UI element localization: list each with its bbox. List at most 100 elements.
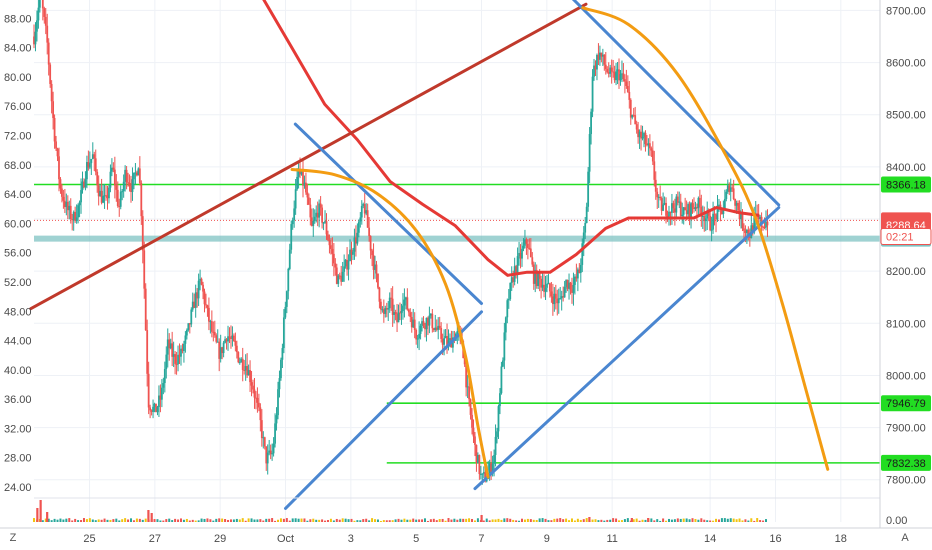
volume-bar [441, 518, 444, 522]
candle-body [197, 280, 200, 299]
candle-body [703, 215, 706, 222]
candle-body [137, 168, 140, 176]
volume-bar [497, 518, 500, 522]
candle-body [669, 211, 672, 213]
candle-body [368, 227, 371, 237]
candle-body [550, 291, 553, 297]
volume-bar [726, 518, 729, 522]
volume-bar [224, 519, 227, 522]
volume-bar [80, 520, 83, 522]
volume-bar [112, 519, 115, 522]
volume-bar [615, 518, 618, 522]
candle-body [46, 25, 49, 43]
volume-bar [612, 518, 615, 522]
candle-body [124, 169, 127, 182]
volume-bar [394, 519, 397, 522]
candle-body [521, 248, 523, 259]
candle-body [340, 275, 343, 282]
candle-body [247, 370, 250, 376]
candle-body [349, 249, 351, 262]
left-tick-label: 48.00 [4, 306, 32, 318]
time-tick-label: 14 [704, 533, 716, 545]
candle-body [53, 117, 56, 142]
candle-body [559, 298, 562, 300]
candle-body [507, 299, 510, 301]
candle-body [147, 373, 150, 408]
candle-body [621, 73, 623, 75]
candle-body [481, 473, 484, 475]
volume-bar [397, 518, 400, 522]
volume-bar [215, 518, 218, 522]
candle-body [538, 272, 541, 279]
candle-body [534, 269, 537, 284]
volume-bar [512, 519, 515, 522]
grid [34, 0, 880, 522]
candle-body [725, 191, 728, 199]
candle-body [319, 203, 322, 208]
volume-bar [165, 519, 168, 522]
candle-body [444, 336, 447, 339]
volume-spike [588, 517, 591, 522]
candle-body [543, 284, 545, 292]
candle-body [277, 389, 279, 416]
volume-spike [150, 513, 153, 522]
volume-bar [650, 518, 653, 522]
candle-body [111, 167, 113, 172]
candle-body [432, 328, 435, 331]
candle-body [375, 264, 378, 274]
candle-body [183, 343, 185, 351]
candle-body [613, 72, 616, 81]
volume-bar [282, 518, 285, 522]
drawings[interactable] [29, 0, 830, 510]
candle-body [518, 252, 520, 257]
volume-bar [685, 518, 688, 522]
volume-bar [232, 519, 235, 522]
candle-body [315, 212, 318, 217]
candle-body [377, 273, 379, 288]
candle-body [650, 148, 653, 151]
candle-body [224, 339, 226, 343]
volume-bar [77, 520, 80, 522]
candle-body [156, 407, 159, 413]
candle-body [648, 143, 651, 149]
volume-bar [535, 519, 538, 522]
candle-body [84, 179, 87, 188]
candle-body [256, 397, 259, 403]
volume-bar [103, 518, 106, 522]
volume-spike [39, 500, 42, 522]
volume-bar [597, 520, 600, 522]
candle-body [565, 280, 567, 287]
candle-body [250, 382, 253, 386]
volume-bar [250, 518, 253, 522]
candle-body [365, 210, 368, 214]
candle-body [331, 248, 334, 254]
timezone-button[interactable]: Z [9, 532, 17, 544]
candle-body [691, 203, 694, 208]
candle-body [574, 276, 576, 285]
candle-body [127, 182, 129, 184]
candle-body [640, 131, 642, 139]
auto-scale-button[interactable]: A [901, 532, 909, 544]
candle-body [303, 182, 306, 186]
volume-bar [50, 520, 53, 522]
candle-body [188, 323, 191, 325]
volume-bar [753, 520, 756, 522]
price-tag-bg [880, 227, 932, 245]
volume-bar [400, 519, 403, 522]
candle-body [541, 284, 544, 288]
right-tick-label: 8000.00 [886, 370, 926, 382]
volume-pane [33, 497, 880, 522]
candle-body [528, 247, 531, 249]
volume-bar [676, 518, 679, 522]
candle-body [199, 278, 201, 281]
volume-bar [585, 518, 588, 522]
candle-body [168, 339, 171, 349]
candle-body [352, 251, 354, 255]
volume-bar [135, 518, 138, 522]
candle-body [413, 319, 416, 330]
candle-body [465, 364, 468, 388]
volume-bar [591, 519, 594, 522]
volume-bar [177, 519, 180, 522]
